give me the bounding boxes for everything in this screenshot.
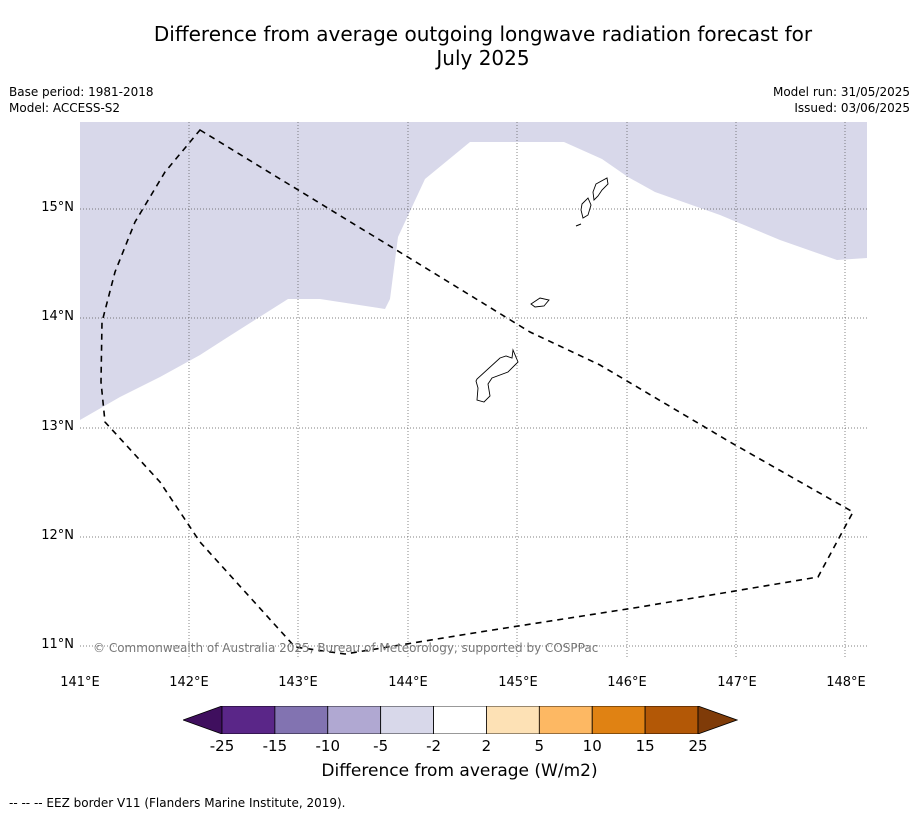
meta-left: Base period: 1981-2018 Model: ACCESS-S2: [9, 84, 154, 116]
colorbar-tick-label: -25: [209, 737, 235, 755]
model-name: Model: ACCESS-S2: [9, 101, 121, 115]
meta-right: Model run: 31/05/2025 Issued: 03/06/2025: [773, 84, 910, 116]
island-saipan: [592, 177, 609, 201]
colorbar-extend-low: [183, 706, 223, 734]
anomaly-region: [80, 122, 867, 420]
island-rota: [530, 297, 550, 308]
lat-label: 15°N: [41, 200, 74, 215]
colorbar-bin: [591, 706, 646, 734]
colorbar-tick-label: -10: [315, 737, 341, 755]
map-title: Difference from average outgoing longwav…: [0, 22, 919, 70]
lon-label: 148°E: [826, 675, 866, 690]
colorbar-bin: [221, 706, 276, 734]
island-tinian: [580, 197, 592, 219]
colorbar-tick-label: -15: [262, 737, 288, 755]
copyright-notice: © Commonwealth of Australia 2025, Bureau…: [93, 641, 599, 655]
colorbar-extend-high: [697, 706, 738, 734]
colorbar-tick-label: 10: [582, 737, 602, 755]
colorbar-tick-label: -2: [426, 737, 442, 755]
island-guam: [475, 348, 519, 403]
lon-label: 143°E: [278, 675, 318, 690]
map-canvas: [80, 122, 867, 659]
eez-border: [100, 128, 855, 655]
colorbar-tick-label: 25: [688, 737, 708, 755]
lon-label: 147°E: [717, 675, 757, 690]
colorbar-bin: [274, 706, 329, 734]
colorbar-tick-label: 5: [534, 737, 545, 755]
lat-label: 11°N: [41, 637, 74, 652]
colorbar-tick-label: 2: [481, 737, 492, 755]
issued-date: Issued: 03/06/2025: [794, 101, 910, 115]
colorbar-tick-label: 15: [635, 737, 655, 755]
lat-label: 12°N: [41, 528, 74, 543]
lon-label: 142°E: [169, 675, 209, 690]
map-panel: [80, 122, 867, 659]
lon-label: 145°E: [498, 675, 538, 690]
graticule: [80, 122, 867, 659]
colorbar-bins: [221, 706, 699, 734]
colorbar-bin: [644, 706, 699, 734]
lat-label: 14°N: [41, 309, 74, 324]
colorbar-tick-label: -5: [373, 737, 389, 755]
colorbar-bin: [380, 706, 434, 734]
colorbar-bin: [486, 706, 540, 734]
title-line-2: July 2025: [436, 46, 530, 70]
lon-label: 146°E: [607, 675, 647, 690]
colorbar-label: Difference from average (W/m2): [321, 761, 598, 781]
islands: [475, 177, 609, 403]
lat-label: 13°N: [41, 419, 74, 434]
footer-note: -- -- -- EEZ border V11 (Flanders Marine…: [9, 796, 346, 810]
colorbar-bin: [433, 706, 487, 734]
colorbar-bin: [538, 706, 593, 734]
lon-label: 141°E: [60, 675, 100, 690]
colorbar: [183, 706, 738, 734]
colorbar-bin: [327, 706, 382, 734]
base-period: Base period: 1981-2018: [9, 85, 154, 99]
lon-label: 144°E: [388, 675, 428, 690]
island-aguijan: [575, 223, 582, 227]
title-line-1: Difference from average outgoing longwav…: [153, 22, 813, 46]
model-run: Model run: 31/05/2025: [772, 85, 910, 99]
